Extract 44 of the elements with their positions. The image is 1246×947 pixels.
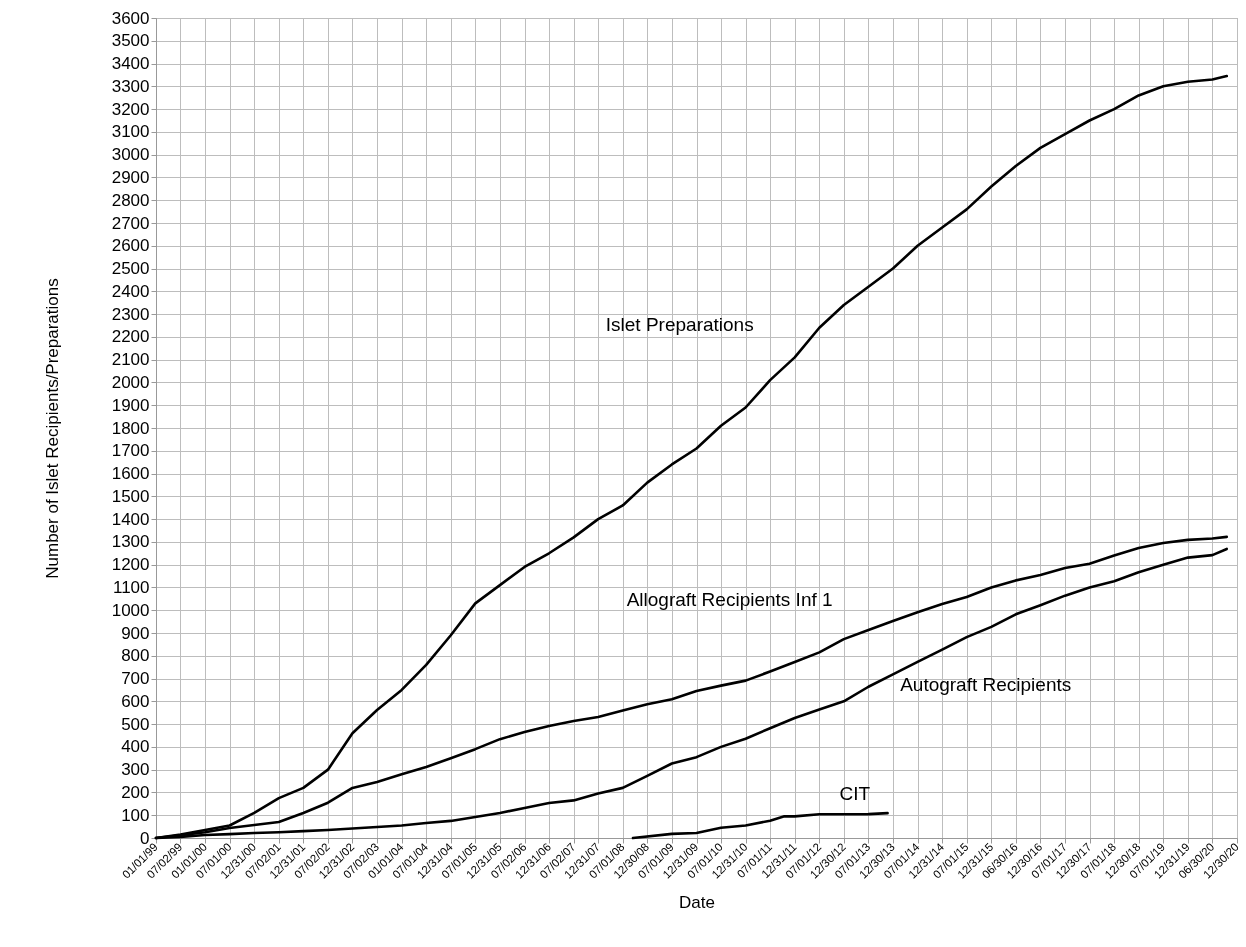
y-tick-label: 3100 bbox=[111, 122, 150, 142]
y-tick-label: 1400 bbox=[111, 509, 150, 529]
y-tick-label: 3500 bbox=[111, 31, 150, 51]
y-tick-label: 700 bbox=[121, 669, 150, 689]
series-label: Autograft Recipients bbox=[900, 674, 1072, 696]
y-tick-label: 2700 bbox=[111, 213, 150, 233]
y-tick-label: 1900 bbox=[111, 395, 150, 415]
y-tick-label: 1100 bbox=[112, 577, 150, 597]
y-tick-label: 100 bbox=[121, 805, 150, 825]
y-tick-label: 2400 bbox=[111, 281, 150, 301]
y-tick-label: 1200 bbox=[111, 555, 150, 575]
y-tick-label: 1000 bbox=[111, 600, 150, 620]
y-tick-label: 600 bbox=[121, 691, 150, 711]
y-tick-label: 200 bbox=[121, 782, 150, 802]
series-label: Allograft Recipients Inf 1 bbox=[626, 588, 833, 610]
line-series bbox=[631, 811, 889, 840]
y-tick-label: 3200 bbox=[111, 99, 150, 119]
y-tick-label: 2900 bbox=[111, 167, 150, 187]
y-tick-label: 2300 bbox=[111, 304, 150, 324]
y-tick-label: 2800 bbox=[111, 190, 150, 210]
y-tick-label: 2100 bbox=[111, 350, 150, 370]
series-label: CIT bbox=[839, 783, 871, 805]
y-tick-label: 500 bbox=[121, 714, 150, 734]
y-tick-label: 1300 bbox=[111, 532, 150, 552]
y-axis-title: Number of Islet Recipients/Preparations bbox=[42, 278, 62, 579]
y-tick-label: 300 bbox=[121, 760, 150, 780]
y-tick-label: 0 bbox=[140, 828, 150, 848]
y-tick-label: 3600 bbox=[111, 8, 150, 28]
y-tick-label: 1700 bbox=[111, 441, 150, 461]
y-tick-label: 2000 bbox=[111, 372, 150, 392]
y-tick-label: 900 bbox=[121, 623, 150, 643]
y-tick-label: 1800 bbox=[111, 418, 150, 438]
y-tick-label: 2600 bbox=[111, 236, 150, 256]
y-tick-label: 400 bbox=[121, 737, 150, 757]
y-tick-label: 1500 bbox=[111, 486, 150, 506]
y-tick-label: 2500 bbox=[111, 259, 150, 279]
y-tick-label: 3400 bbox=[111, 54, 150, 74]
text: Islet Preparations bbox=[605, 314, 754, 336]
x-axis-title: Date bbox=[679, 893, 715, 913]
y-tick-label: 3000 bbox=[111, 145, 150, 165]
y-tick-label: 1600 bbox=[111, 464, 150, 484]
y-tick-label: 3300 bbox=[111, 76, 150, 96]
y-tick-label: 800 bbox=[121, 646, 150, 666]
y-tick-label: 2200 bbox=[111, 327, 150, 347]
